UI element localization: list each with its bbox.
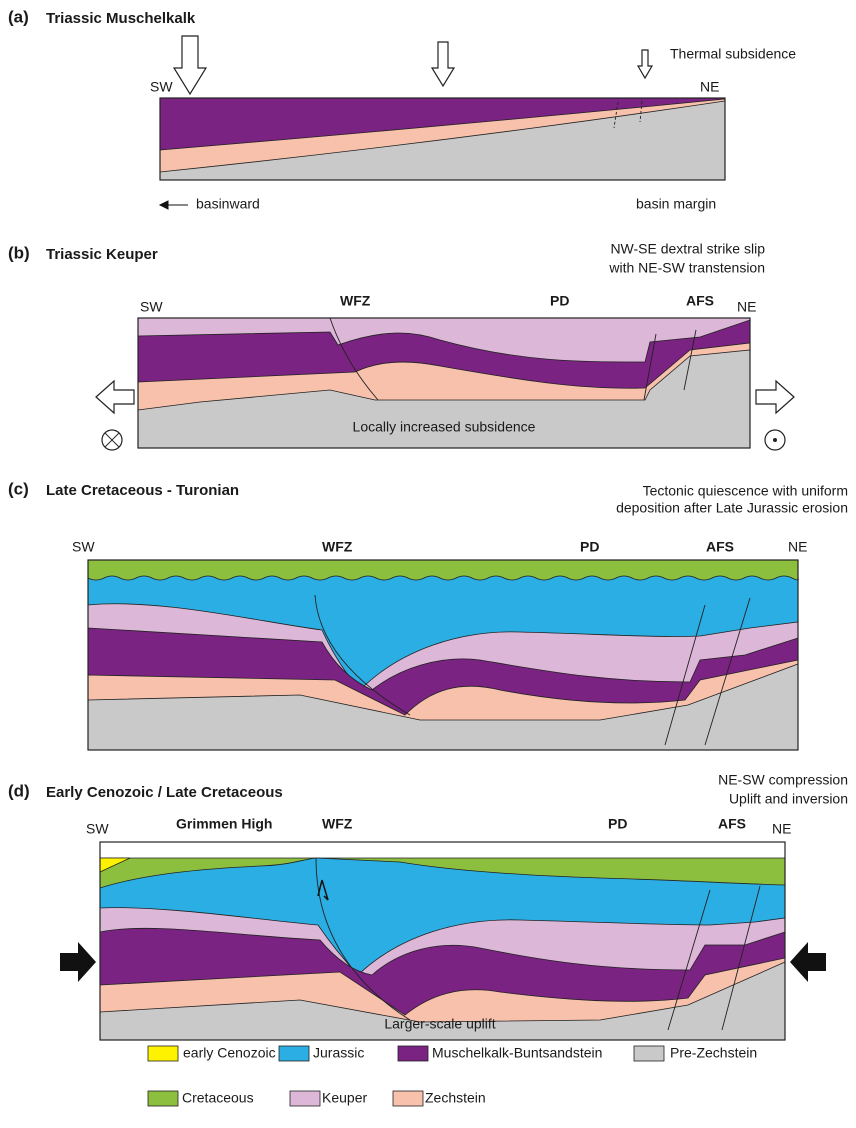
legend-label: Zechstein	[425, 1090, 486, 1106]
panel-label: (c)	[8, 479, 29, 498]
structure-label: AFS	[686, 293, 714, 309]
section-frame	[159, 97, 726, 181]
pre-zechstein-layer	[159, 100, 726, 181]
structure-label: Grimmen High	[176, 816, 272, 832]
panel-title: Early Cenozoic / Late Cretaceous	[46, 784, 283, 801]
panel-label: (b)	[8, 243, 30, 262]
arrow	[158, 200, 188, 210]
section-frame	[87, 559, 799, 751]
panel-label: (d)	[8, 781, 30, 800]
direction-label: SW	[150, 79, 173, 95]
direction-label: NE	[772, 821, 791, 837]
direction-label: SW	[86, 821, 109, 837]
note: NW-SE dextral strike slip	[610, 241, 765, 257]
fault	[329, 317, 697, 401]
legend-label: Muschelkalk-Buntsandstein	[432, 1045, 602, 1061]
note: Tectonic quiescence with uniform	[643, 483, 848, 499]
direction-label: basin margin	[636, 196, 716, 212]
direction-label: NE	[700, 79, 719, 95]
note: Thermal subsidence	[670, 46, 796, 62]
legend-label: Pre-Zechstein	[670, 1045, 757, 1061]
direction-label: basinward	[196, 196, 260, 212]
panel-title: Triassic Keuper	[46, 246, 158, 263]
legend-swatch	[633, 1045, 665, 1062]
legend-swatch	[397, 1045, 429, 1062]
note: with NE-SW transtension	[608, 260, 765, 276]
section-caption: Larger-scale uplift	[384, 1016, 495, 1032]
structure-label: PD	[580, 539, 599, 555]
legend-label: Jurassic	[313, 1045, 364, 1061]
panel-title: Triassic Muschelkalk	[46, 10, 196, 27]
legend-label: Keuper	[322, 1090, 367, 1106]
direction-label: NE	[737, 299, 756, 315]
legend-swatch	[278, 1045, 310, 1062]
fault-arrow	[317, 879, 329, 901]
legend-swatch	[147, 1045, 179, 1062]
structure-label: WFZ	[322, 539, 353, 555]
structure-label: PD	[608, 816, 627, 832]
out-of-page-symbol	[773, 438, 777, 442]
legend-label: Cretaceous	[182, 1090, 254, 1106]
section-frame	[99, 841, 786, 1041]
subsidence-arrow	[172, 35, 208, 96]
compression-arrow	[790, 942, 826, 982]
subsidence-arrow	[636, 49, 654, 80]
structure-label: AFS	[706, 539, 734, 555]
direction-label: SW	[72, 539, 95, 555]
extension-arrow	[95, 379, 135, 415]
structure-label: PD	[550, 293, 569, 309]
section-caption: Locally increased subsidence	[353, 419, 536, 435]
panel-title: Late Cretaceous - Turonian	[46, 482, 239, 499]
legend-label: early Cenozoic	[183, 1045, 276, 1061]
note: deposition after Late Jurassic erosion	[616, 500, 848, 516]
note: Uplift and inversion	[729, 791, 848, 807]
fault	[314, 594, 751, 746]
direction-label: SW	[140, 299, 163, 315]
legend-swatch	[147, 1090, 179, 1107]
into-page-symbol	[104, 432, 120, 448]
dashed-fault	[613, 100, 643, 129]
direction-label: NE	[788, 539, 807, 555]
structure-label: WFZ	[322, 816, 353, 832]
compression-arrow	[60, 942, 96, 982]
section-frame	[137, 317, 751, 449]
fault	[315, 857, 761, 1031]
structure-label: WFZ	[340, 293, 371, 309]
legend-swatch	[289, 1090, 321, 1107]
subsidence-arrow	[430, 41, 456, 88]
legend-swatch	[392, 1090, 424, 1107]
panel-label: (a)	[8, 7, 29, 26]
extension-arrow	[755, 379, 795, 415]
structure-label: AFS	[718, 816, 746, 832]
note: NE-SW compression	[718, 772, 848, 788]
